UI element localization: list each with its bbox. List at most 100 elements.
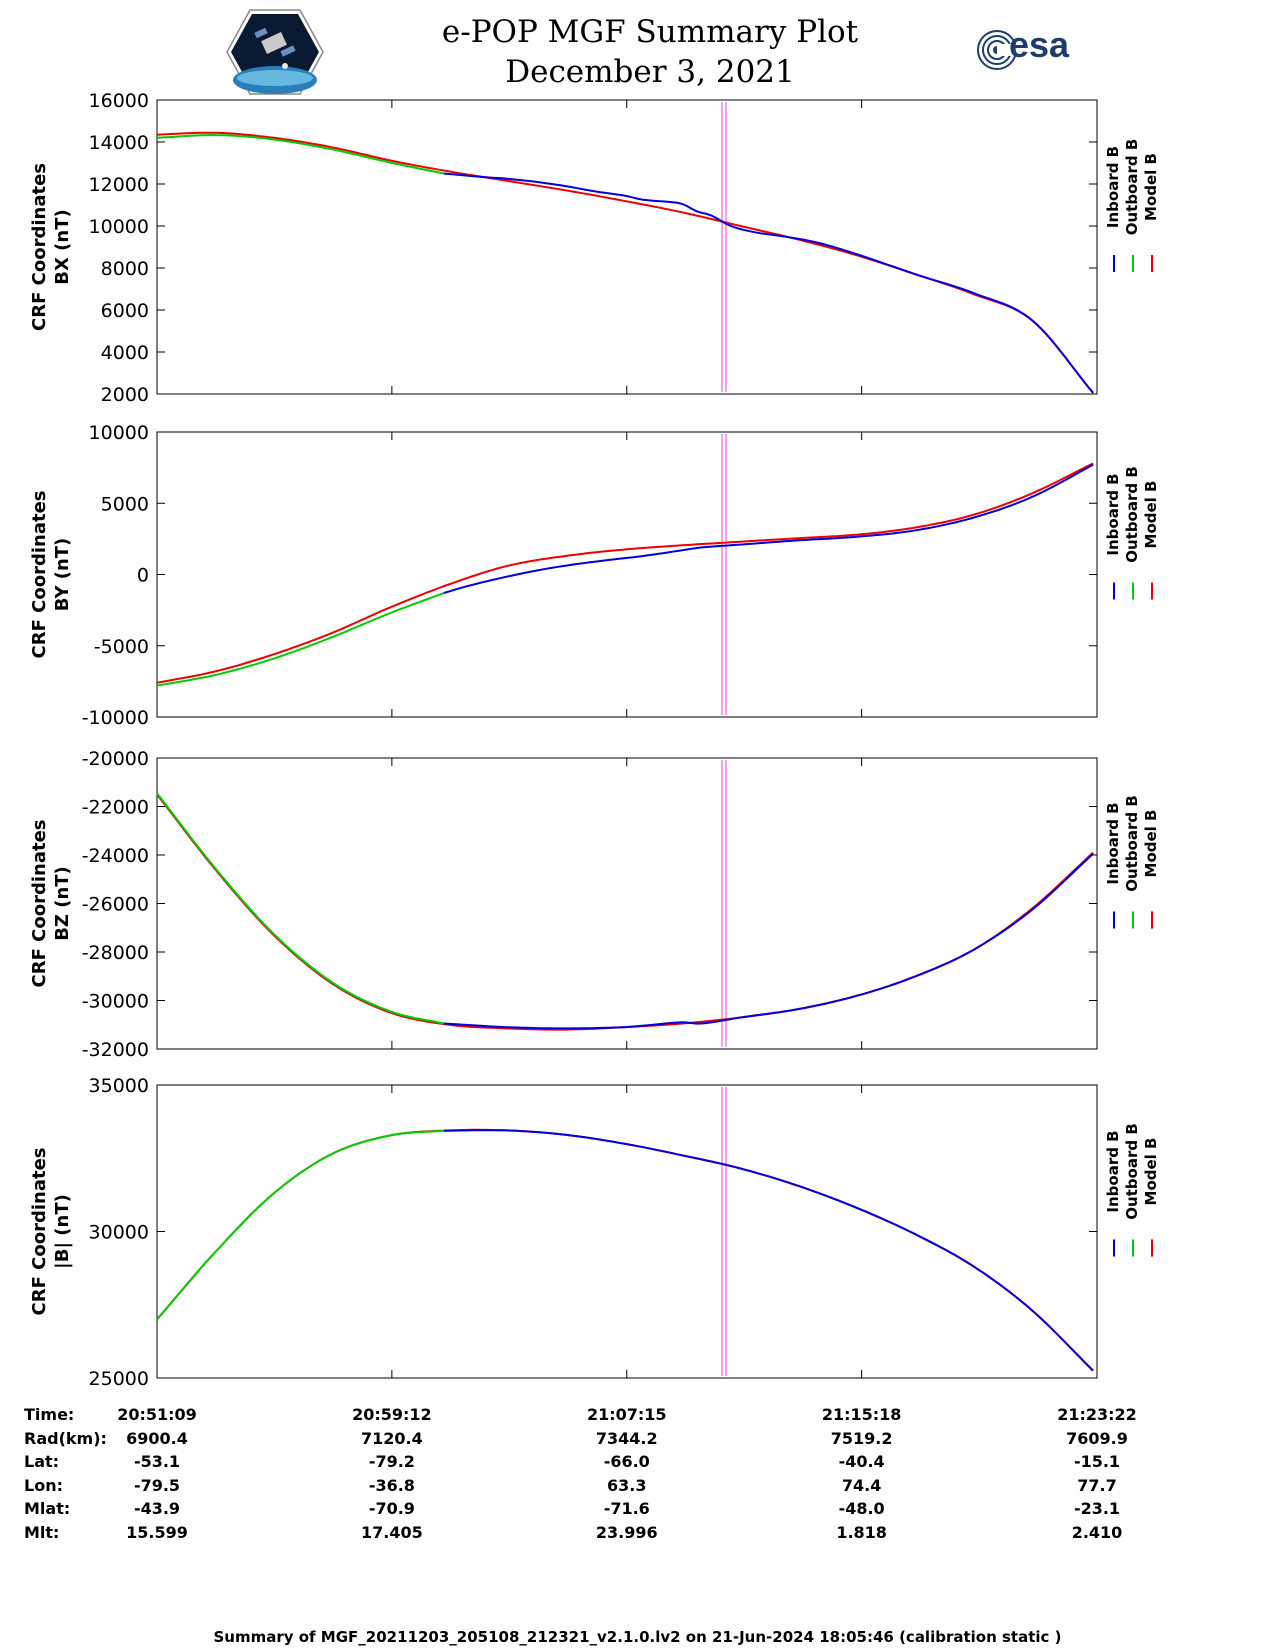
y-tick-label: 25000 [89,1368,149,1390]
orbit-row-value: 74.4 [841,1475,882,1495]
orbit-row-value: 17.405 [361,1522,423,1542]
y-axis-label-line1: CRF Coordinates [29,163,50,331]
orbit-row-label: Time: [24,1405,75,1424]
legend-label: Inboard B [1104,146,1122,228]
panel-2-frame [156,431,1098,718]
y-tick-label: 10000 [89,422,149,444]
orbit-row-value: 21:23:22 [1057,1405,1137,1424]
plot-title: e-POP MGF Summary Plot December 3, 2021 [400,12,900,92]
panel-4-frame [156,1084,1098,1379]
y-axis-label-line2: BY (nT) [52,538,73,612]
series-line-model-b [156,1128,1094,1372]
orbit-row-value: 77.7 [1077,1475,1117,1495]
y-tick-label: -28000 [82,942,149,964]
orbit-row-value: -79.2 [368,1452,415,1471]
legend-label: Outboard B [1123,1123,1141,1220]
y-tick-label: -20000 [82,748,149,770]
orbit-row-value: 23.996 [595,1522,658,1542]
y-tick-label: 30000 [89,1222,149,1244]
orbit-row-value: -53.1 [133,1452,181,1471]
y-axis-label-line1: CRF Coordinates [29,1148,50,1316]
series-line-outboard-b [156,792,445,1025]
orbit-row-value: -79.5 [133,1475,181,1495]
legend-label: Outboard B [1123,466,1141,563]
orbit-row-value: 1.818 [836,1522,887,1542]
y-tick-label: -24000 [82,845,149,867]
y-tick-label: 16000 [89,90,149,112]
orbit-row-value: -71.6 [603,1499,650,1518]
orbit-row-value: 20:59:12 [352,1405,432,1424]
orbit-row-value: -15.1 [1073,1452,1121,1471]
series-line-outboard-b [156,133,445,175]
orbit-row-value: 7519.2 [830,1428,893,1448]
y-axis-label-line2: BX (nT) [52,209,73,284]
series-line-outboard-b [156,592,445,687]
series-line-model-b [156,462,1094,684]
orbit-row-label: Lon: [24,1475,63,1495]
orbit-row-value: -23.1 [1073,1499,1121,1518]
legend-label: Model B [1142,153,1160,221]
cassiope-mission-logo [226,9,324,95]
legend-label: Inboard B [1104,1130,1122,1212]
series-line-inboard-b [443,853,1094,1030]
orbit-row-value: 7120.4 [361,1428,423,1448]
y-tick-label: 10000 [89,216,149,238]
y-axis-label-line1: CRF Coordinates [29,820,50,988]
orbit-row-value: -40.4 [838,1452,885,1471]
y-tick-label: -5000 [94,636,149,658]
orbit-row-value: -43.9 [133,1499,181,1518]
orbit-row-value: 21:07:15 [586,1405,667,1424]
orbit-row-label: Mlt: [24,1522,60,1542]
orbit-row-value: -48.0 [838,1499,885,1518]
series-line-model-b [156,793,1094,1031]
y-tick-label: -10000 [82,707,149,729]
series-line-inboard-b [443,463,1094,594]
series-line-model-b [156,131,1094,394]
panel-3-frame [156,757,1098,1050]
legend-label: Model B [1142,1138,1160,1206]
esa-logo: esa [975,24,1095,72]
summary-footnote: Summary of MGF_20211203_205108_212321_v2… [213,1628,1062,1646]
legend-label: Outboard B [1123,139,1141,236]
legend-label: Model B [1142,481,1160,549]
esa-emblem-icon [977,30,1019,70]
y-tick-label: 12000 [89,174,149,196]
legend-label: Inboard B [1104,473,1122,555]
y-axis-label-line2: BZ (nT) [52,866,73,941]
orbit-row-value: -36.8 [368,1475,415,1495]
series-line-outboard-b [156,1129,444,1321]
series-line-inboard-b [443,1129,1094,1372]
y-tick-label: 4000 [101,342,149,364]
legend-label: Model B [1142,810,1160,878]
y-axis-label-line2: |B| (nT) [52,1194,73,1269]
orbit-row-label: Rad(km): [24,1428,107,1448]
series-line-inboard-b [443,172,1094,394]
legend-label: Outboard B [1123,795,1141,892]
y-tick-label: 35000 [89,1075,149,1097]
orbit-row-value: 7609.9 [1066,1428,1128,1448]
orbit-row-value: 15.599 [126,1522,188,1542]
orbit-row-label: Lat: [24,1452,60,1471]
panel-1-frame [156,99,1098,395]
y-tick-label: 6000 [101,300,149,322]
y-tick-label: 0 [137,565,149,587]
y-tick-label: -22000 [82,797,149,819]
orbit-row-value: 21:15:18 [821,1405,902,1424]
plot-title-line2: December 3, 2021 [505,54,795,90]
y-tick-label: 5000 [101,493,149,515]
y-tick-label: -26000 [82,894,149,916]
orbit-row-value: 20:51:09 [117,1405,197,1424]
y-tick-label: -30000 [82,991,149,1013]
orbit-row-label: Mlat: [24,1499,71,1518]
legend-label: Inboard B [1104,802,1122,884]
y-axis-label-line1: CRF Coordinates [29,491,50,659]
y-tick-label: 8000 [101,258,149,280]
summary-plot-panels: 16000 14000 12000 10000 8000 6000 4000 2000 CRF … [29,90,1160,1390]
orbit-row-value: 2.410 [1071,1522,1123,1542]
plot-title-line1: e-POP MGF Summary Plot [441,14,859,50]
esa-logo-text: esa [1009,24,1070,65]
orbit-row-value: 7344.2 [595,1428,658,1448]
y-tick-label: 14000 [89,132,149,154]
orbit-row-value: 6900.4 [126,1428,188,1448]
orbit-row-value: -70.9 [368,1499,415,1518]
